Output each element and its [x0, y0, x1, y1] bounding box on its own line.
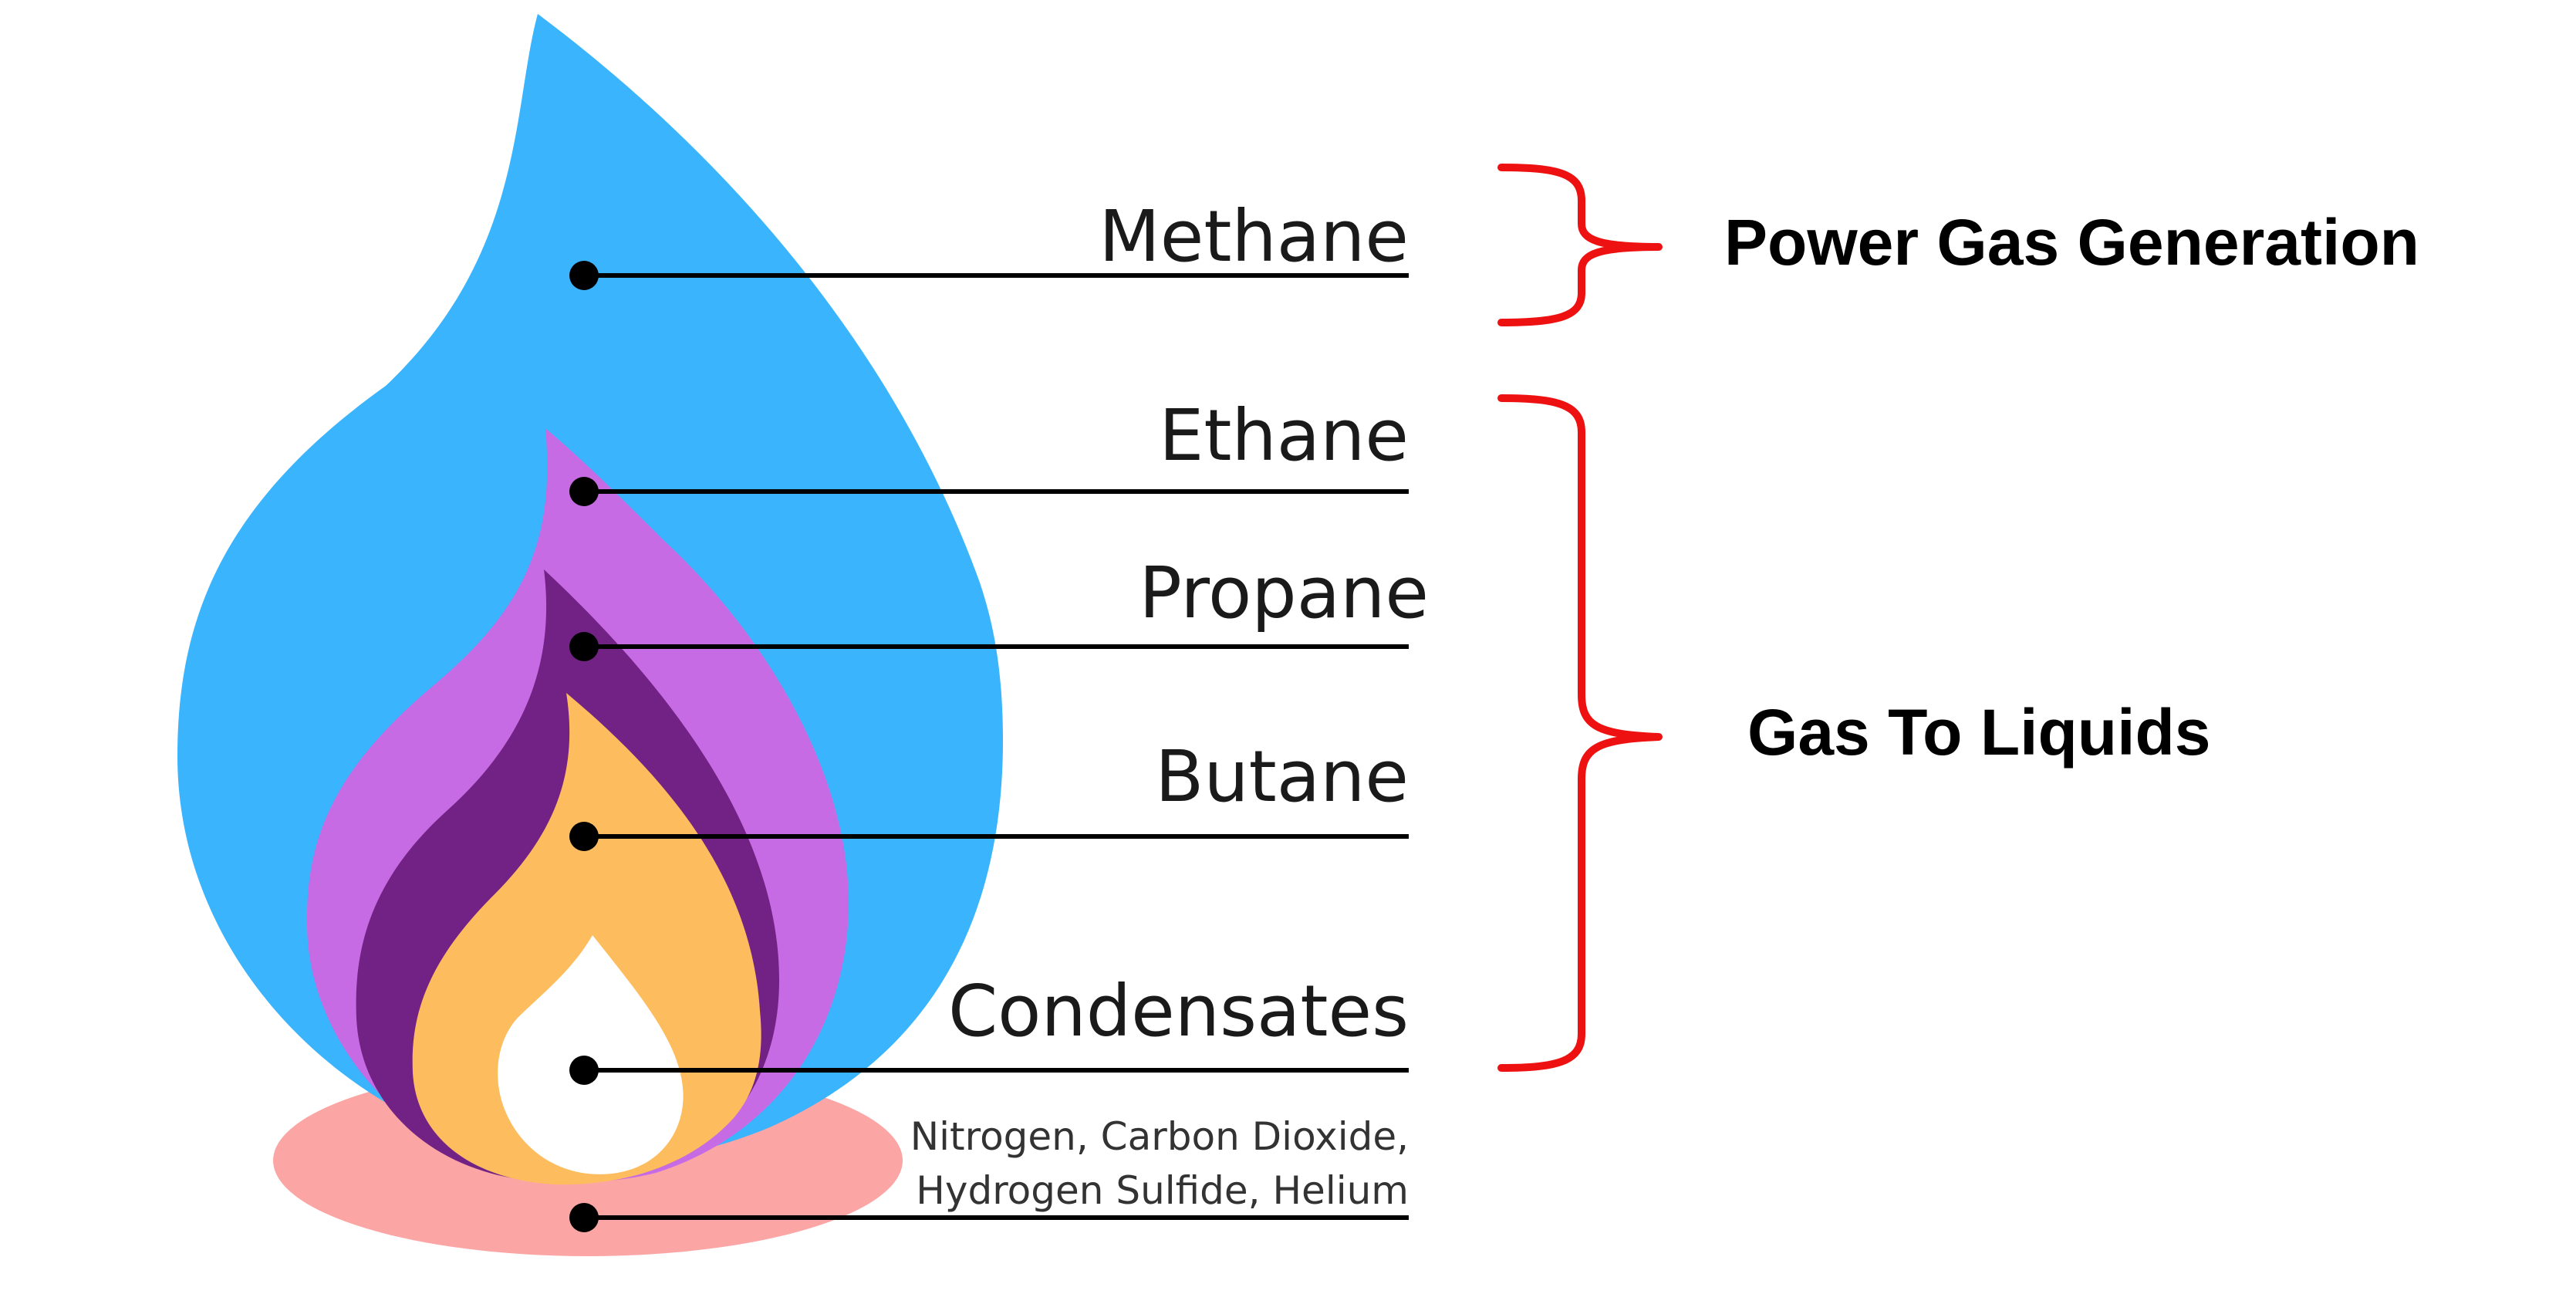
group-label-power-gas: Power Gas Generation [1724, 206, 2419, 279]
bracket-power-gas [1497, 164, 1663, 326]
group-label-gas-to-liquids: Gas To Liquids [1747, 696, 2210, 769]
leader-dot-ethane [569, 477, 599, 506]
label-other-gases-line2: Hydrogen Sulfide, Helium [916, 1168, 1409, 1213]
label-propane: Propane [1139, 552, 1429, 634]
label-other-gases-line1: Nitrogen, Carbon Dioxide, [910, 1114, 1409, 1159]
bracket-gas-to-liquids [1497, 394, 1663, 1072]
leader-dot-methane [569, 261, 599, 290]
leader-lines [569, 261, 1409, 1232]
label-methane: Methane [1099, 195, 1409, 278]
label-ethane: Ethane [1159, 394, 1409, 477]
leader-dot-condensates [569, 1056, 599, 1085]
flame-layer-condensates [498, 935, 684, 1174]
label-condensates: Condensates [948, 970, 1409, 1052]
leader-dot-propane [569, 632, 599, 661]
layer-labels: Methane Ethane Propane Butane Condensate… [910, 195, 1429, 1213]
leader-dot-other-gases [569, 1203, 599, 1232]
leader-dot-butane [569, 822, 599, 851]
label-butane: Butane [1155, 735, 1409, 818]
